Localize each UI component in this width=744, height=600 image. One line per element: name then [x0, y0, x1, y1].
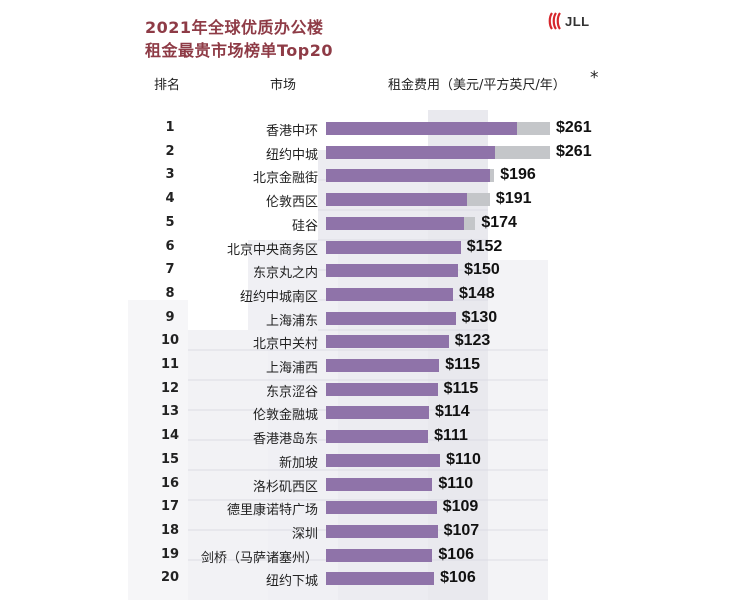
value-label: $174	[481, 213, 517, 231]
value-label: $106	[440, 569, 476, 587]
rank-text: 4	[165, 191, 175, 207]
bar	[326, 287, 454, 301]
market-label: 剑桥（马萨诸塞州）	[200, 550, 318, 566]
jll-logo: JLL	[548, 12, 590, 30]
rank-text: 18	[160, 522, 180, 538]
value-label: $111	[434, 427, 468, 445]
title-line-1: 2021年全球优质办公楼	[145, 18, 324, 37]
bar	[326, 524, 438, 538]
market-label: 纽约下城	[265, 574, 318, 590]
rank-text: 16	[160, 475, 180, 491]
bar	[326, 240, 461, 254]
market-label: 香港港岛东	[252, 432, 318, 448]
rank-text: 15	[160, 451, 180, 467]
bar	[326, 572, 435, 586]
bar	[326, 145, 496, 159]
value-label: $196	[500, 166, 536, 184]
bar	[326, 169, 490, 183]
value-label: $107	[443, 521, 480, 539]
market-label: 上海浦东	[265, 313, 318, 329]
value-label: $152	[466, 237, 503, 255]
rank-text: 2	[165, 143, 175, 159]
bar	[326, 193, 467, 207]
bar	[326, 501, 437, 515]
value-label: $115	[443, 379, 479, 397]
value-label: $106	[438, 545, 474, 563]
bar	[326, 406, 429, 420]
rank-text: 19	[160, 546, 180, 562]
value-label: $115	[445, 356, 480, 373]
rank-text: 10	[160, 333, 180, 349]
logo-text: JLL	[565, 13, 590, 29]
value-label: $110	[438, 474, 474, 492]
header-rent: 租金费用（美元/平方英尺/年）	[388, 78, 566, 93]
rank-text: 9	[165, 309, 175, 325]
bar	[326, 335, 449, 349]
footnote-asterisk: *	[590, 68, 599, 88]
chart-card: 2021年全球优质办公楼 租金最贵市场榜单Top20 JLL 排名 市场 租金费…	[128, 0, 618, 600]
value-label: $123	[454, 332, 491, 350]
rank-text: 17	[160, 499, 180, 515]
rank-text: 12	[160, 380, 180, 396]
header-rank: 排名	[154, 78, 181, 93]
market-label: 纽约中城南区	[239, 289, 318, 305]
rank-text: 14	[160, 428, 180, 444]
value-label: $130	[461, 308, 498, 326]
market-label: 洛杉矶西区	[252, 479, 318, 495]
bar	[326, 359, 440, 372]
market-label: 深圳	[291, 526, 318, 542]
value-label: $110	[446, 450, 481, 468]
market-label: 新加坡	[278, 455, 318, 471]
market-label: 伦敦西区	[265, 195, 318, 211]
chart-rows: 1 香港中环 $261 2 纽约中城 $261 3 北京金融街 $196 4 伦敦西区 $191 5 硅谷…	[128, 0, 618, 600]
rank-text: 20	[160, 570, 180, 586]
value-label: $261	[556, 142, 592, 160]
market-label: 伦敦金融城	[252, 408, 318, 424]
market-label: 北京中关村	[252, 337, 318, 353]
title-line-2: 租金最贵市场榜单Top20	[145, 41, 334, 60]
chart-title: 2021年全球优质办公楼 租金最贵市场榜单Top20	[145, 16, 333, 62]
value-label: $109	[442, 498, 479, 516]
value-label: $114	[434, 403, 470, 421]
rank-text: 13	[160, 404, 180, 420]
rank-text: 7	[165, 262, 175, 278]
market-label: 东京涩谷	[265, 384, 318, 400]
market-label: 北京中央商务区	[226, 242, 318, 258]
rank-text: 3	[165, 167, 175, 183]
market-label: 上海浦西	[265, 361, 318, 376]
bar	[326, 216, 465, 230]
market-label: 香港中环	[265, 124, 318, 139]
value-label: $261	[556, 119, 592, 136]
market-label: 北京金融街	[252, 171, 318, 187]
rank-text: 1	[165, 120, 175, 135]
bar	[326, 264, 459, 278]
bar	[326, 122, 517, 135]
jll-logo-icon	[548, 12, 561, 30]
value-label: $191	[495, 190, 532, 208]
bar	[326, 382, 438, 396]
rank-text: 6	[165, 238, 175, 254]
bar	[326, 311, 456, 325]
value-label: $150	[464, 261, 500, 279]
header-market: 市场	[270, 78, 297, 93]
market-label: 东京丸之内	[252, 266, 318, 282]
bar	[326, 548, 433, 562]
rank-text: 5	[165, 214, 175, 230]
value-label: $148	[459, 284, 495, 302]
market-label: 硅谷	[291, 218, 318, 234]
market-label: 德里康诺特广场	[226, 503, 318, 519]
rank-text: 11	[160, 357, 180, 372]
bar	[326, 453, 441, 467]
market-label: 纽约中城	[265, 147, 318, 163]
bar	[326, 430, 429, 444]
rank-text: 8	[165, 285, 175, 301]
bar	[326, 477, 433, 491]
